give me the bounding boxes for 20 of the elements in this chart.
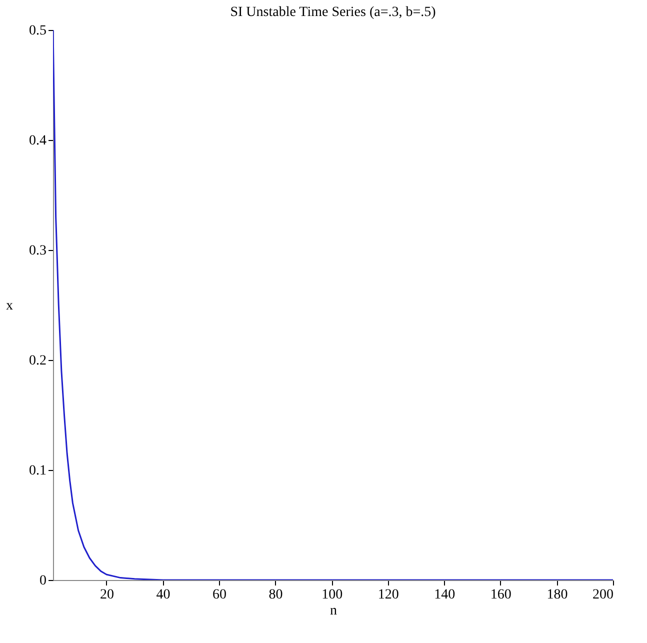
- y-tick-label: 0.5: [29, 24, 46, 38]
- y-tick-label: 0.3: [29, 244, 46, 258]
- x-tick-label: 40: [156, 588, 170, 602]
- y-tick-label: 0.1: [29, 464, 46, 478]
- x-tick-label: 200: [592, 588, 614, 602]
- y-tick-label: 0.4: [29, 134, 46, 148]
- x-tick-label: 140: [434, 588, 456, 602]
- x-axis-title: n: [330, 604, 337, 618]
- x-tick-label: 120: [378, 588, 399, 602]
- y-tick-label: 0.2: [29, 354, 46, 368]
- y-tick-label: 0: [40, 574, 46, 588]
- x-tick-label: 100: [322, 588, 343, 602]
- x-tick-label: 160: [490, 588, 512, 602]
- chart-title: SI Unstable Time Series (a=.3, b=.5): [230, 5, 436, 20]
- x-tick-label: 80: [268, 588, 283, 602]
- x-tick-label: 180: [546, 588, 568, 602]
- line-series: [53, 30, 613, 580]
- x-tick-label: 20: [100, 588, 114, 602]
- y-axis-title: x: [6, 298, 13, 314]
- x-tick-label: 60: [212, 588, 227, 602]
